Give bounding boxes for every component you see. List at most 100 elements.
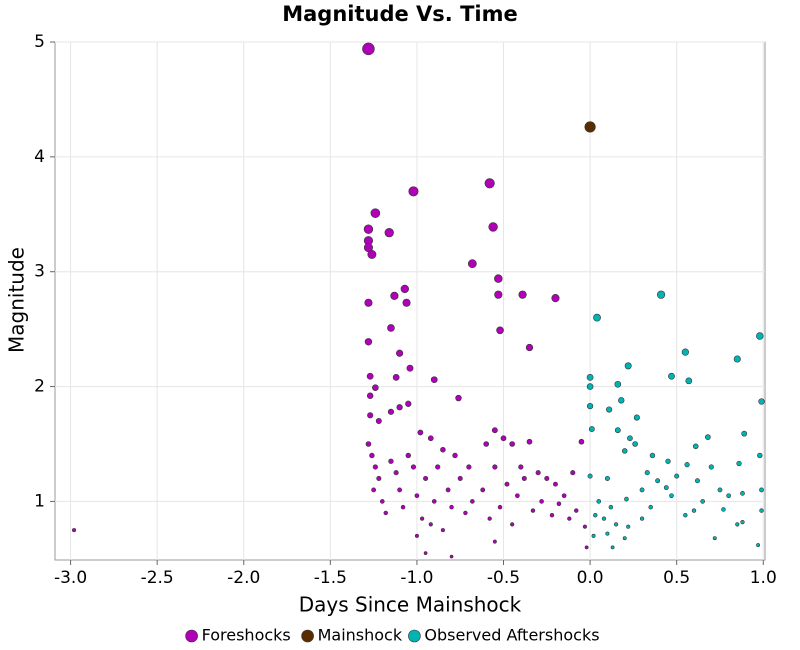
point bbox=[430, 376, 438, 384]
point bbox=[656, 290, 666, 299]
point bbox=[584, 545, 589, 550]
point bbox=[492, 539, 497, 544]
point bbox=[435, 464, 441, 470]
point bbox=[663, 485, 669, 491]
point bbox=[691, 508, 697, 513]
point bbox=[364, 298, 373, 307]
point bbox=[379, 499, 385, 504]
point bbox=[371, 487, 377, 493]
legend-marker bbox=[301, 629, 314, 643]
point bbox=[500, 435, 507, 442]
x-axis-label: Days Since Mainshock bbox=[299, 593, 522, 617]
point bbox=[408, 186, 419, 197]
point bbox=[410, 464, 417, 470]
point bbox=[492, 464, 498, 470]
point bbox=[586, 373, 594, 381]
point bbox=[417, 429, 424, 436]
point bbox=[712, 536, 717, 541]
point bbox=[452, 452, 458, 459]
point bbox=[574, 508, 579, 513]
point bbox=[521, 475, 527, 481]
point bbox=[402, 298, 411, 307]
point bbox=[684, 462, 690, 468]
point bbox=[587, 473, 593, 479]
point bbox=[586, 383, 594, 390]
point bbox=[372, 464, 378, 470]
point bbox=[721, 507, 726, 512]
point bbox=[567, 516, 572, 521]
point bbox=[736, 460, 742, 467]
point bbox=[708, 464, 714, 470]
point bbox=[551, 294, 560, 303]
point bbox=[674, 473, 680, 479]
point bbox=[366, 392, 374, 399]
legend-label: Mainshock bbox=[318, 626, 403, 645]
point bbox=[717, 487, 723, 493]
point bbox=[414, 533, 419, 538]
point bbox=[591, 533, 596, 538]
point bbox=[633, 414, 640, 421]
point bbox=[621, 448, 628, 454]
point bbox=[644, 470, 650, 476]
point bbox=[440, 446, 446, 453]
point bbox=[427, 435, 434, 442]
point bbox=[561, 493, 567, 499]
point bbox=[596, 499, 602, 504]
point bbox=[400, 504, 406, 510]
point bbox=[758, 398, 765, 405]
point bbox=[700, 499, 705, 504]
point bbox=[618, 397, 625, 404]
point bbox=[624, 496, 629, 502]
point bbox=[480, 487, 486, 493]
point bbox=[605, 531, 610, 536]
x-tick-label: -3.0 bbox=[54, 568, 87, 588]
legend-marker bbox=[408, 629, 421, 643]
point bbox=[504, 481, 510, 487]
point bbox=[390, 291, 399, 300]
point bbox=[363, 224, 374, 234]
point bbox=[588, 426, 595, 432]
point bbox=[525, 343, 534, 352]
point bbox=[526, 438, 533, 445]
point bbox=[593, 513, 598, 518]
point bbox=[578, 438, 585, 445]
point bbox=[639, 487, 645, 493]
point bbox=[622, 536, 627, 541]
point bbox=[530, 508, 536, 513]
point bbox=[685, 377, 693, 385]
point bbox=[384, 228, 394, 238]
point bbox=[639, 516, 645, 521]
point bbox=[392, 373, 400, 381]
point bbox=[367, 412, 374, 419]
point bbox=[388, 458, 394, 464]
point bbox=[497, 504, 503, 510]
point bbox=[624, 362, 632, 370]
point bbox=[704, 434, 711, 440]
point bbox=[387, 408, 395, 415]
point bbox=[405, 400, 412, 407]
point bbox=[626, 524, 631, 529]
point bbox=[515, 493, 520, 499]
point bbox=[487, 516, 492, 521]
point bbox=[549, 513, 555, 518]
point bbox=[632, 441, 638, 447]
point bbox=[649, 452, 656, 459]
point bbox=[518, 464, 524, 470]
point bbox=[449, 554, 454, 559]
legend-marker bbox=[185, 629, 198, 643]
point bbox=[604, 475, 610, 481]
point bbox=[665, 458, 671, 464]
legend-label: Foreshocks bbox=[202, 626, 291, 645]
y-tick-label: 1 bbox=[34, 491, 45, 511]
point bbox=[735, 522, 740, 527]
point bbox=[405, 452, 411, 459]
point bbox=[491, 427, 498, 434]
x-tick-label: 1.0 bbox=[750, 568, 777, 588]
point bbox=[393, 470, 399, 476]
point bbox=[726, 493, 731, 499]
point bbox=[455, 394, 462, 402]
point bbox=[488, 222, 498, 232]
point bbox=[396, 349, 404, 357]
point bbox=[756, 543, 760, 547]
point bbox=[606, 406, 613, 413]
